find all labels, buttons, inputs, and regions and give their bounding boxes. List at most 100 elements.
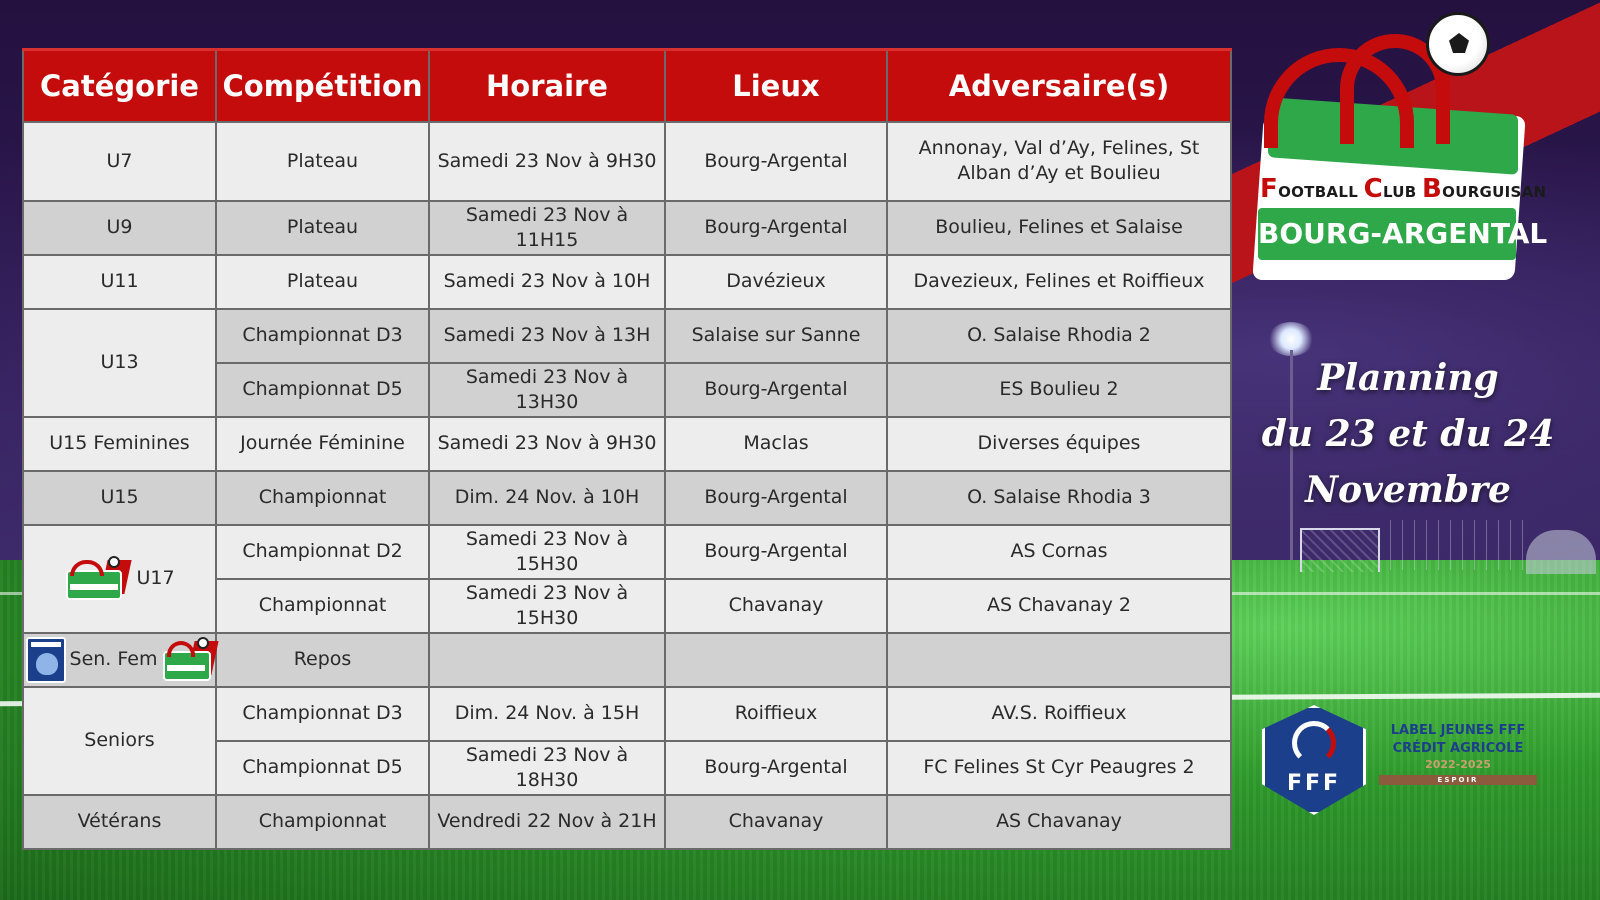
cell-categorie: U15 xyxy=(22,469,217,526)
cell-lieux: Bourg-Argental xyxy=(664,523,888,580)
cell-horaire: Vendredi 22 Nov à 21H xyxy=(428,793,666,850)
fff-logo: FFF xyxy=(1262,705,1366,815)
cell-lieux xyxy=(664,631,888,688)
cell-adversaires: AS Chavanay 2 xyxy=(886,577,1232,634)
club-name-initial: C xyxy=(1363,174,1383,204)
fence-decoration xyxy=(1390,520,1530,570)
cell-lieux: Salaise sur Sanne xyxy=(664,307,888,364)
table-row: Championnat D5 Samedi 23 Nov à 18H30 Bou… xyxy=(23,739,1232,796)
table-header-row: Catégorie Compétition Horaire Lieux Adve… xyxy=(22,48,1232,123)
category-with-logo: U17 xyxy=(30,555,209,602)
cell-horaire: Samedi 23 Nov à 15H30 xyxy=(428,577,666,634)
club-name: FOOTBALL CLUB BOURGUISAN xyxy=(1260,174,1546,204)
club-name-part: LUB xyxy=(1382,183,1423,201)
cell-competition: Championnat D3 xyxy=(215,307,430,364)
planning-title-line: Planning xyxy=(1317,357,1499,399)
table-row: U11 Plateau Samedi 23 Nov à 10H Davézieu… xyxy=(22,253,1232,310)
cell-adversaires: O. Salaise Rhodia 3 xyxy=(886,469,1232,526)
cell-horaire: Samedi 23 Nov à 10H xyxy=(428,253,666,310)
label-line: LABEL JEUNES FFF xyxy=(1390,723,1526,738)
label-line: CRÉDIT AGRICOLE xyxy=(1392,741,1524,756)
table-row: Sen. Fem Repos xyxy=(22,631,1232,688)
cell-competition: Journée Féminine xyxy=(215,415,430,472)
label-level: ESPOIR xyxy=(1379,775,1537,785)
cell-adversaires: AS Cornas xyxy=(886,523,1232,580)
cell-categorie: U7 xyxy=(22,120,217,202)
cell-competition: Championnat xyxy=(215,469,430,526)
cell-competition: Championnat xyxy=(215,793,430,850)
cell-lieux: Bourg-Argental xyxy=(664,361,888,418)
cell-adversaires: FC Felines St Cyr Peaugres 2 xyxy=(886,739,1232,796)
cell-competition: Championnat D5 xyxy=(215,361,430,418)
cell-lieux: Bourg-Argental xyxy=(664,469,888,526)
cell-horaire: Dim. 24 Nov. à 15H xyxy=(428,685,666,742)
cell-lieux: Chavanay xyxy=(664,577,888,634)
header-lieux: Lieux xyxy=(664,48,888,123)
cell-adversaires xyxy=(886,631,1232,688)
cell-competition: Championnat D2 xyxy=(215,523,430,580)
cell-horaire: Samedi 23 Nov à 13H30 xyxy=(428,361,666,418)
label-years: 2022-2025 xyxy=(1425,758,1491,771)
cell-horaire: Samedi 23 Nov à 9H30 xyxy=(428,120,666,202)
cell-horaire: Dim. 24 Nov. à 10H xyxy=(428,469,666,526)
cell-adversaires: Davezieux, Felines et Roiffieux xyxy=(886,253,1232,310)
cell-lieux: Davézieux xyxy=(664,253,888,310)
cell-competition: Championnat D3 xyxy=(215,685,430,742)
header-categorie: Catégorie xyxy=(22,48,217,123)
table-row: Vétérans Championnat Vendredi 22 Nov à 2… xyxy=(22,793,1232,850)
cell-horaire: Samedi 23 Nov à 9H30 xyxy=(428,415,666,472)
table-row: U13 Championnat D3 Samedi 23 Nov à 13H S… xyxy=(22,307,1232,418)
cell-lieux: Bourg-Argental xyxy=(664,199,888,256)
header-horaire: Horaire xyxy=(428,48,666,123)
table-row: Seniors Championnat D3 Dim. 24 Nov. à 15… xyxy=(22,685,1232,796)
planning-title-line: Novembre xyxy=(1305,469,1511,511)
club-name-part: OOTBALL xyxy=(1278,183,1364,201)
cell-adversaires: Diverses équipes xyxy=(886,415,1232,472)
club-name-initial: B xyxy=(1422,174,1443,204)
table-row: U17 Championnat D2 Samedi 23 Nov à 15H30… xyxy=(22,523,1232,634)
table-row: U7 Plateau Samedi 23 Nov à 9H30 Bourg-Ar… xyxy=(22,120,1232,202)
cell-lieux: Bourg-Argental xyxy=(664,739,888,796)
cell-competition: Plateau xyxy=(215,199,430,256)
club-mini-logo-icon xyxy=(161,636,220,683)
schedule-table: Catégorie Compétition Horaire Lieux Adve… xyxy=(22,48,1232,850)
cell-adversaires: AV.S. Roiffieux xyxy=(886,685,1232,742)
cell-categorie: U17 xyxy=(22,523,217,634)
cell-categorie: Vétérans xyxy=(22,793,217,850)
fff-rooster-icon xyxy=(1292,721,1336,765)
cell-horaire: Samedi 23 Nov à 18H30 xyxy=(428,739,666,796)
header-competition: Compétition xyxy=(215,48,430,123)
table-row: U15 Championnat Dim. 24 Nov. à 10H Bourg… xyxy=(22,469,1232,526)
cell-competition: Championnat D5 xyxy=(215,739,430,796)
cell-categorie: Seniors xyxy=(22,685,217,796)
cell-horaire: Samedi 23 Nov à 13H xyxy=(428,307,666,364)
goal-net-icon xyxy=(1300,528,1380,572)
cell-lieux: Roiffieux xyxy=(664,685,888,742)
club-name-part: OURGUISAN xyxy=(1442,183,1547,201)
category-label: U17 xyxy=(136,567,175,589)
header-adversaires: Adversaire(s) xyxy=(886,48,1232,123)
dugout-shelter xyxy=(1526,530,1596,574)
label-jeunes-fff: LABEL JEUNES FFF CRÉDIT AGRICOLE 2022-20… xyxy=(1378,722,1538,785)
table-row: Championnat Samedi 23 Nov à 15H30 Chavan… xyxy=(23,577,1232,634)
cell-adversaires: ES Boulieu 2 xyxy=(886,361,1232,418)
cell-lieux: Bourg-Argental xyxy=(664,120,888,202)
wolf-club-logo-icon xyxy=(25,636,66,683)
table-row: U9 Plateau Samedi 23 Nov à 11H15 Bourg-A… xyxy=(22,199,1232,256)
football-club-bourguisan-logo: FOOTBALL CLUB BOURGUISAN BOURG-ARGENTAL xyxy=(1250,8,1550,288)
table-row: Championnat D5 Samedi 23 Nov à 13H30 Bou… xyxy=(23,361,1232,418)
cell-adversaires: Annonay, Val d’Ay, Felines, St Alban d’A… xyxy=(886,120,1232,202)
table-row: U15 Feminines Journée Féminine Samedi 23… xyxy=(22,415,1232,472)
category-label: Sen. Fem xyxy=(69,648,158,670)
floodlight-pole xyxy=(1290,350,1293,580)
club-name-initial: F xyxy=(1260,174,1279,204)
cell-horaire: Samedi 23 Nov à 11H15 xyxy=(428,199,666,256)
planning-title-line: du 23 et du 24 xyxy=(1261,413,1555,455)
cell-adversaires: O. Salaise Rhodia 2 xyxy=(886,307,1232,364)
cell-lieux: Maclas xyxy=(664,415,888,472)
cell-categorie: U11 xyxy=(22,253,217,310)
cell-lieux: Chavanay xyxy=(664,793,888,850)
cell-categorie: U9 xyxy=(22,199,217,256)
club-town: BOURG-ARGENTAL xyxy=(1258,208,1547,260)
cell-adversaires: Boulieu, Felines et Salaise xyxy=(886,199,1232,256)
